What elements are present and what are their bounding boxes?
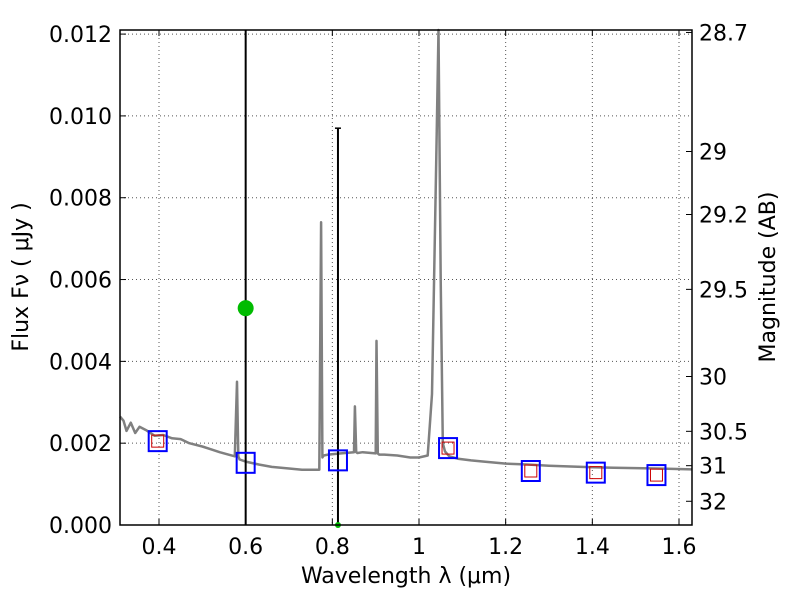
x-tick-label: 0.8 [315,535,350,560]
photometry-box [147,430,168,453]
photometry-box [646,464,667,487]
y2-tick-label: 29.2 [699,204,748,229]
model-point [524,464,538,478]
model-point [441,441,455,455]
sed-model-line [119,28,693,472]
y-tick-label: 0.000 [49,514,112,539]
y2-tick-label: 29.5 [699,278,748,303]
x-axis-title: Wavelength λ (μm) [301,564,511,589]
model-point [151,434,165,448]
axis-ticks: 0.4 0.6 0.8 1 1.2 1.4 1.6 0.000 0.002 0.004 0.006 0… [49,21,748,560]
y-tick-label: 0.012 [49,23,112,48]
marker-layer [147,30,667,528]
photometry-box [235,451,256,474]
x-tick-label: 0.6 [228,535,263,560]
y-tick-label: 0.008 [49,187,112,212]
y2-tick-label: 30 [699,366,727,391]
y-axis-title: Flux Fν ( μJy ) [9,202,34,351]
x-tick-label: 1.6 [662,535,697,560]
y2-tick-label: 32 [699,490,727,515]
photometry-box [585,461,606,484]
y2-tick-label: 28.7 [699,21,748,46]
photometry-box [438,437,459,460]
x-tick-label: 0.4 [142,535,177,560]
y-tick-label: 0.010 [49,105,112,130]
observed-point [237,300,254,317]
x-tick-label: 1 [412,535,426,560]
x-tick-label: 1.4 [575,535,610,560]
y-tick-label: 0.004 [49,350,112,375]
y-tick-label: 0.006 [49,269,112,294]
y2-tick-label: 31 [699,455,727,480]
model-point [649,468,663,482]
series-layer [119,28,693,472]
model-point [589,466,603,480]
photometry-box [520,460,541,482]
plot-frame [119,29,693,526]
y2-tick-label: 29 [699,141,727,166]
photometry-box [327,449,348,472]
y-tick-label: 0.002 [49,432,112,457]
y2-axis-title: Magnitude (AB) [756,192,781,363]
x-tick-label: 1.2 [488,535,523,560]
y2-tick-label: 30.5 [699,420,748,445]
